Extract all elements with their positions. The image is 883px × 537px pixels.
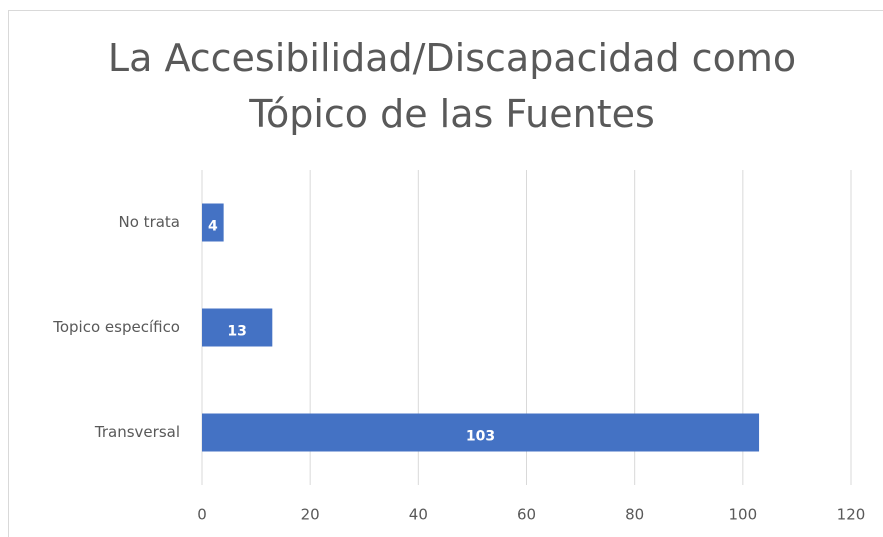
- data-label: 4: [208, 219, 218, 235]
- x-tick-label: 120: [837, 506, 866, 524]
- x-tick-label: 100: [729, 506, 758, 524]
- y-tick-label: No trata: [119, 213, 180, 231]
- y-tick-label: Topico específico: [52, 318, 180, 336]
- x-tick-label: 40: [409, 506, 428, 524]
- chart-title: La Accesibilidad/Discapacidad como Tópic…: [107, 36, 797, 136]
- x-tick-label: 60: [517, 506, 536, 524]
- bar: [202, 203, 224, 242]
- x-tick-label: 20: [301, 506, 320, 524]
- x-tick-label: 0: [197, 506, 207, 524]
- y-tick-label: Transversal: [94, 423, 180, 441]
- bar: [202, 308, 273, 347]
- chart-frame: [8, 10, 883, 537]
- data-label: 13: [227, 324, 246, 340]
- data-label: 103: [466, 429, 495, 445]
- bar: [202, 413, 760, 452]
- x-tick-label: 80: [625, 506, 644, 524]
